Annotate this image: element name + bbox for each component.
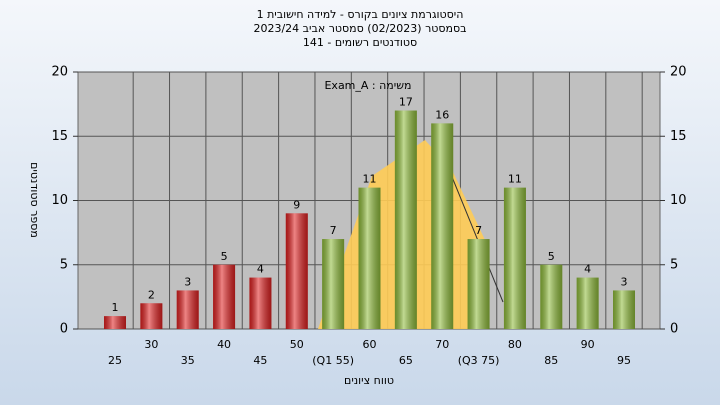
data-label: 1 bbox=[112, 301, 119, 314]
x-tick-label: 65 bbox=[399, 354, 413, 367]
data-label: 11 bbox=[508, 173, 522, 186]
bar-shade bbox=[140, 303, 163, 329]
bar-shade bbox=[176, 290, 199, 329]
bar-shade bbox=[104, 316, 126, 329]
y-tick-label-right: 0 bbox=[670, 322, 678, 337]
bar-shade bbox=[540, 264, 563, 329]
x-tick-label: 90 bbox=[581, 338, 595, 351]
y-tick-label: 10 bbox=[51, 193, 68, 208]
bar-shade bbox=[576, 277, 599, 329]
data-label: 4 bbox=[584, 263, 591, 276]
x-tick-label: 60 bbox=[363, 338, 377, 351]
data-label: 5 bbox=[548, 250, 555, 263]
x-tick-label: (Q1 55) bbox=[312, 354, 354, 367]
x-tick-label: 85 bbox=[544, 354, 558, 367]
bar-shade bbox=[285, 213, 308, 329]
title: בסמסטר (02/2023) סמסטר אביב 2023/24 bbox=[253, 22, 466, 35]
bar-shade bbox=[503, 187, 526, 329]
x-tick-label: 95 bbox=[617, 354, 631, 367]
x-tick-label: 45 bbox=[253, 354, 267, 367]
bar-shade bbox=[613, 290, 635, 329]
data-label: 4 bbox=[257, 263, 264, 276]
data-label: 2 bbox=[148, 288, 155, 301]
data-label: 17 bbox=[399, 96, 413, 109]
data-label: 7 bbox=[475, 224, 482, 237]
bar-shade bbox=[322, 239, 345, 329]
data-label: 3 bbox=[184, 275, 191, 288]
curve-line bbox=[449, 171, 504, 303]
y-tick-label-right: 15 bbox=[670, 129, 687, 144]
x-axis-label: טווח ציונים bbox=[344, 374, 394, 387]
data-label: 3 bbox=[621, 275, 628, 288]
title: היסטוגרמת ציונים בקורס - למידה חישובית 1 bbox=[257, 8, 464, 21]
bar-shade bbox=[249, 277, 272, 329]
x-tick-label: 70 bbox=[435, 338, 449, 351]
data-label: 11 bbox=[363, 173, 377, 186]
x-tick-label: 25 bbox=[108, 354, 122, 367]
bar-shade bbox=[213, 264, 236, 329]
data-label: 5 bbox=[221, 250, 228, 263]
x-tick-label: 80 bbox=[508, 338, 522, 351]
y-tick-label: 15 bbox=[51, 129, 68, 144]
x-tick-label: 35 bbox=[181, 354, 195, 367]
title: סטודנטים רשומים - 141 bbox=[303, 36, 417, 49]
y-tick-label-right: 10 bbox=[670, 193, 687, 208]
x-tick-label: 40 bbox=[217, 338, 231, 351]
x-tick-label: 30 bbox=[144, 338, 158, 351]
annotation: Exam_A : משימה bbox=[324, 79, 411, 92]
y-tick-label-right: 5 bbox=[670, 257, 678, 272]
y-tick-label-right: 20 bbox=[670, 65, 687, 80]
data-label: 7 bbox=[330, 224, 337, 237]
y-tick-label: 0 bbox=[60, 322, 68, 337]
data-label: 9 bbox=[293, 198, 300, 211]
x-tick-label: (Q3 75) bbox=[458, 354, 500, 367]
y-tick-label: 20 bbox=[51, 65, 68, 80]
bar-shade bbox=[358, 187, 381, 329]
y-tick-label: 5 bbox=[60, 257, 68, 272]
x-tick-label: 50 bbox=[290, 338, 304, 351]
y-axis-label: מספר סטודנטים bbox=[28, 162, 41, 238]
bar-shade bbox=[467, 239, 490, 329]
bar-shade bbox=[394, 110, 417, 329]
bar-shade bbox=[431, 123, 454, 330]
data-label: 16 bbox=[435, 108, 449, 121]
